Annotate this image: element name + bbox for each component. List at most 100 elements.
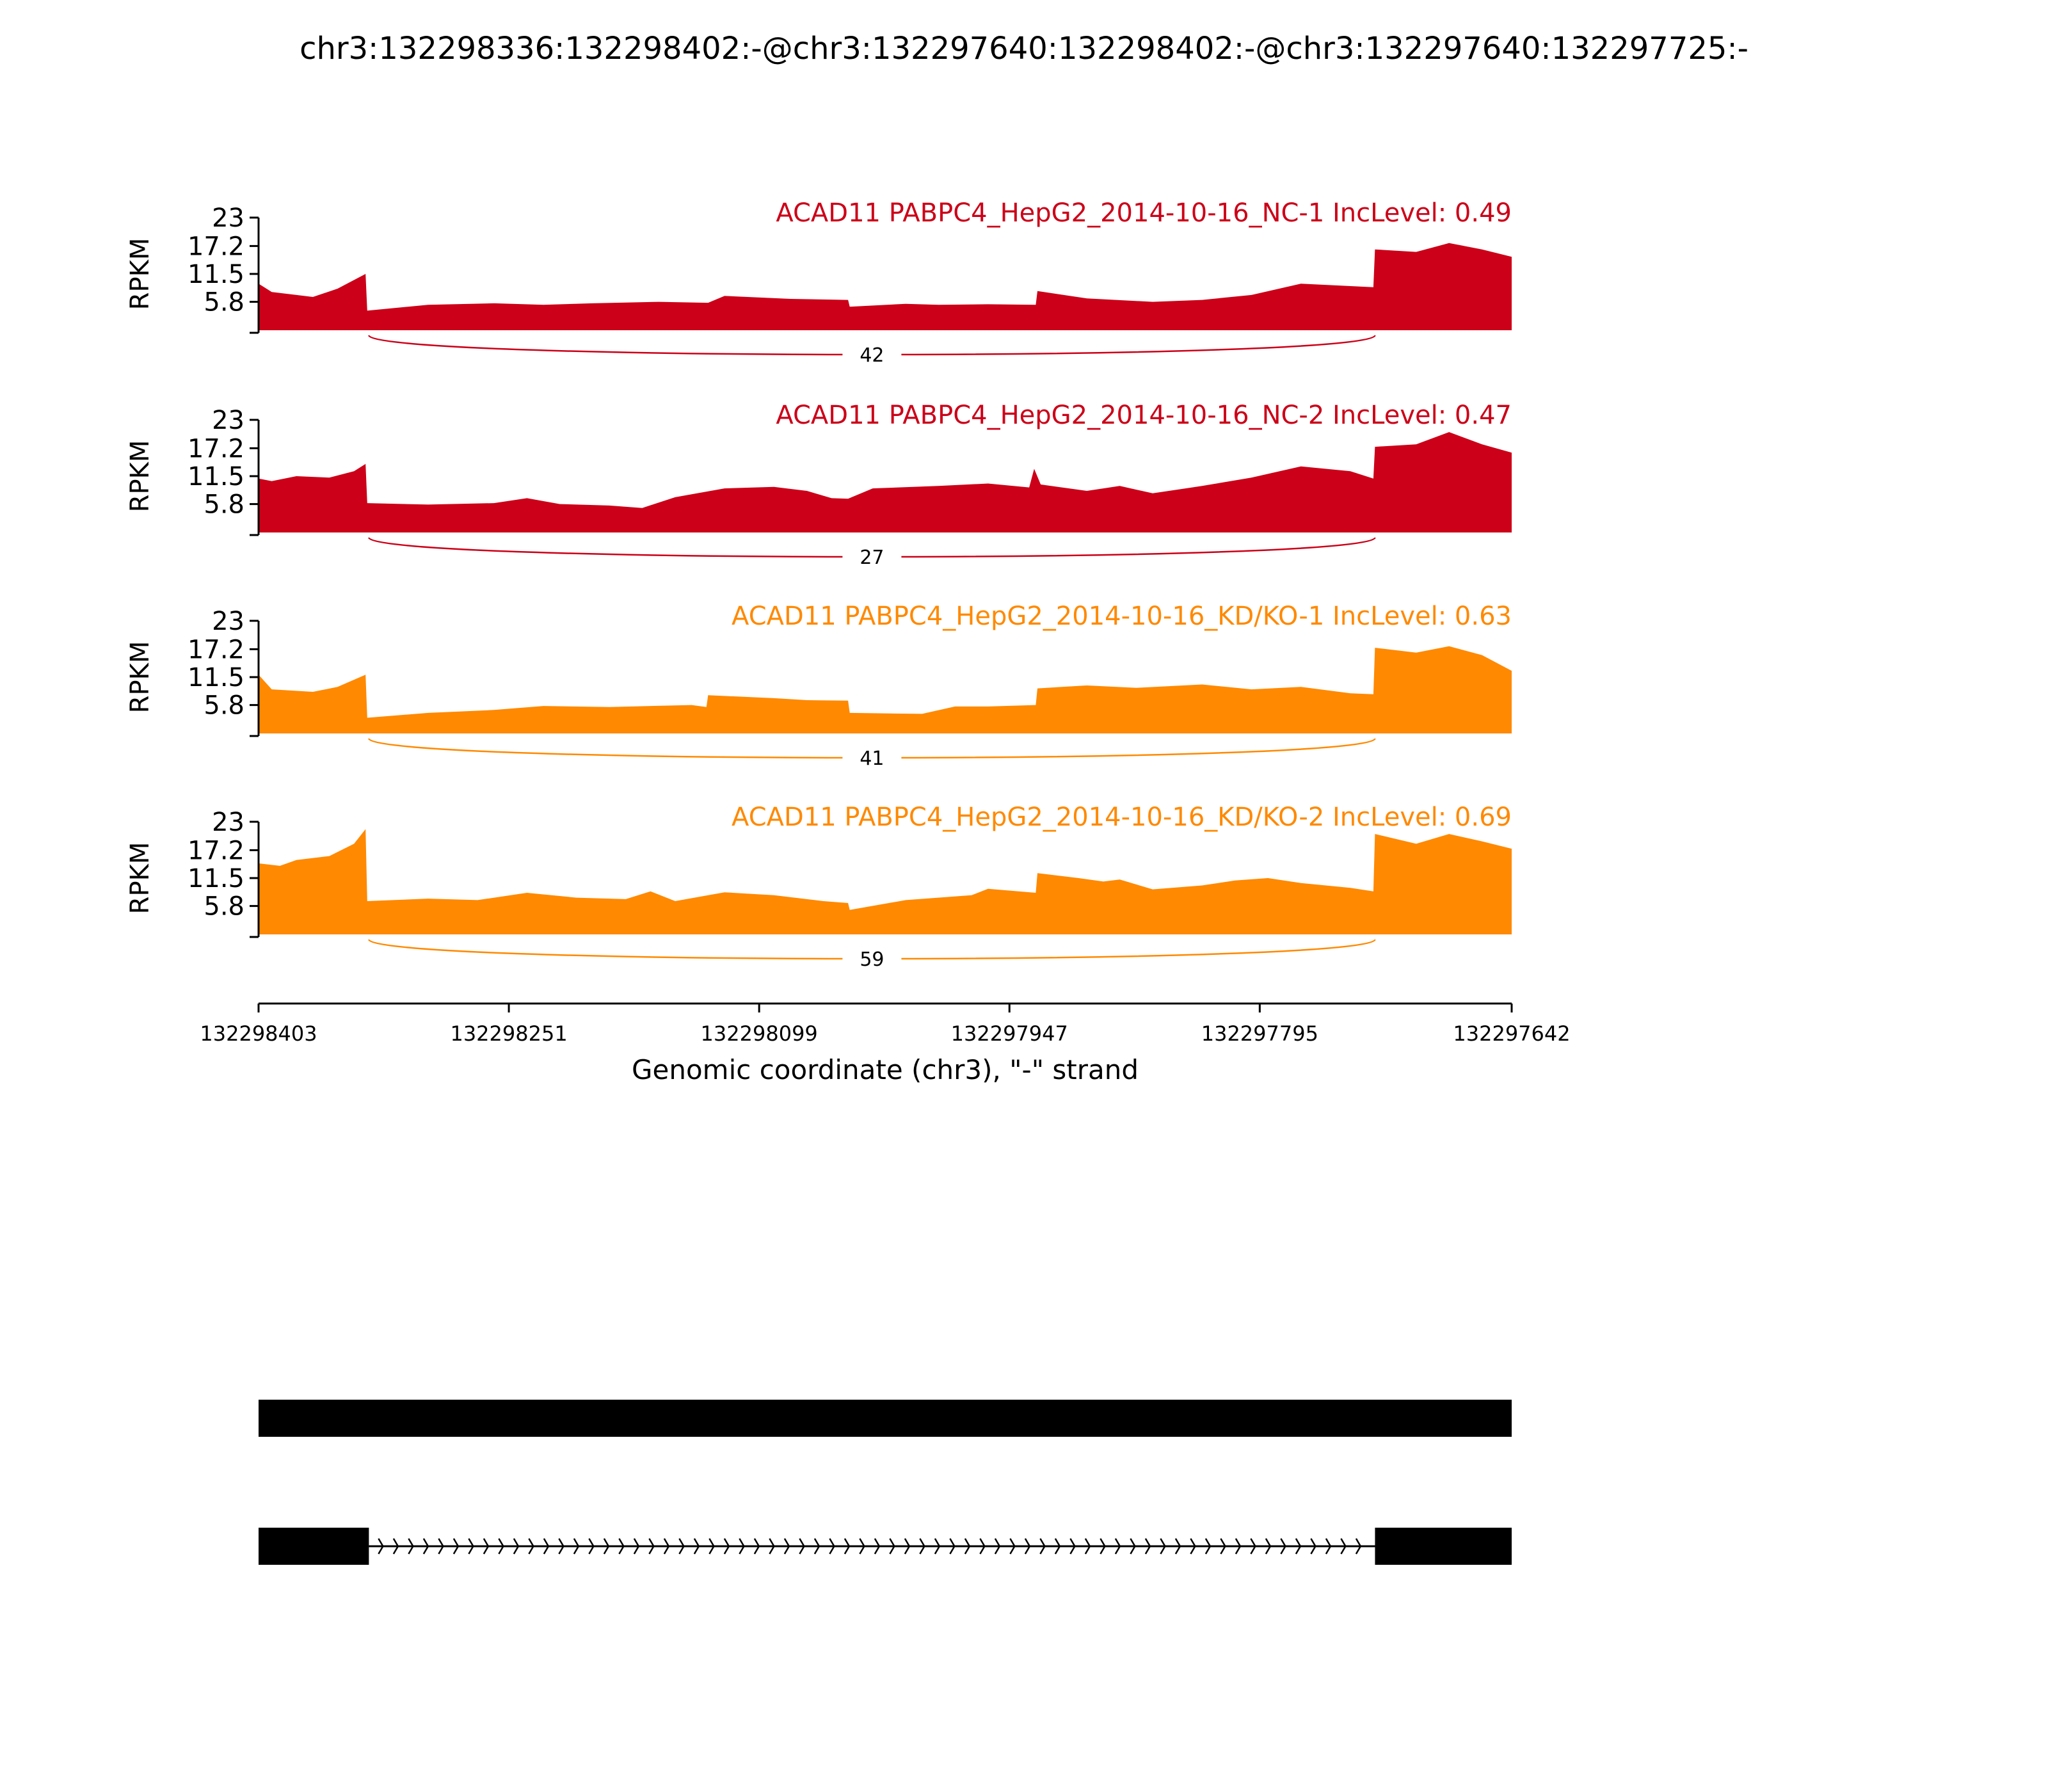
- strand-arrow: [708, 1538, 715, 1555]
- y-tick-label: 5.8: [204, 892, 244, 922]
- strand-arrow: [723, 1538, 730, 1555]
- y-axis-label: RPKM: [125, 842, 155, 915]
- strand-arrow: [603, 1538, 610, 1555]
- strand-arrow: [1160, 1538, 1166, 1555]
- junction-count: 41: [860, 748, 884, 770]
- strand-arrow: [648, 1538, 655, 1555]
- x-tick-label: 132298251: [450, 1021, 567, 1046]
- coverage-area: [259, 243, 1512, 330]
- strand-arrow: [964, 1538, 971, 1555]
- exon-block: [1375, 1528, 1512, 1565]
- strand-arrow: [739, 1538, 745, 1555]
- strand-arrow: [1024, 1538, 1031, 1555]
- strand-arrow: [1355, 1538, 1362, 1555]
- strand-arrow: [1144, 1538, 1151, 1555]
- strand-arrow: [1310, 1538, 1316, 1555]
- strand-arrow: [1265, 1538, 1272, 1555]
- y-tick-label: 17.2: [188, 232, 244, 261]
- track-label: ACAD11 PABPC4_HepG2_2014-10-16_NC-1 IncL…: [776, 198, 1512, 228]
- strand-arrow: [979, 1538, 986, 1555]
- track-label: ACAD11 PABPC4_HepG2_2014-10-16_KD/KO-1 I…: [732, 602, 1512, 631]
- strand-arrow: [1220, 1538, 1226, 1555]
- strand-arrow: [1280, 1538, 1286, 1555]
- exon-block: [259, 1528, 369, 1565]
- strand-arrow: [1054, 1538, 1061, 1555]
- strand-arrow: [949, 1538, 956, 1555]
- strand-arrow: [813, 1538, 820, 1555]
- x-axis-label: Genomic coordinate (chr3), "-" strand: [632, 1054, 1139, 1085]
- y-tick-label: 23: [212, 406, 244, 435]
- y-tick-label: 17.2: [188, 836, 244, 865]
- strand-arrow: [543, 1538, 550, 1555]
- x-tick-label: 132297642: [1453, 1021, 1570, 1046]
- strand-arrow: [483, 1538, 490, 1555]
- strand-arrow: [1114, 1538, 1121, 1555]
- strand-arrow: [452, 1538, 460, 1555]
- strand-arrow: [693, 1538, 700, 1555]
- strand-arrow: [1130, 1538, 1136, 1555]
- strand-arrow: [994, 1538, 1001, 1555]
- strand-arrow: [633, 1538, 640, 1555]
- junction-count: 27: [860, 547, 884, 569]
- strand-arrow: [1235, 1538, 1242, 1555]
- junction-label-bg: [842, 545, 902, 568]
- strand-arrow: [1204, 1538, 1212, 1555]
- strand-arrow: [799, 1538, 805, 1555]
- junction-label-bg: [842, 746, 902, 769]
- x-tick-label: 132297947: [951, 1021, 1068, 1046]
- strand-arrow: [1190, 1538, 1196, 1555]
- strand-arrow: [904, 1538, 911, 1555]
- strand-arrow: [378, 1538, 384, 1555]
- y-tick-label: 17.2: [188, 434, 244, 463]
- strand-arrow: [1009, 1538, 1016, 1555]
- y-tick-label: 11.5: [188, 260, 244, 289]
- strand-arrow: [1174, 1538, 1181, 1555]
- y-tick-label: 17.2: [188, 635, 244, 664]
- y-tick-label: 5.8: [204, 691, 244, 721]
- y-tick-label: 5.8: [204, 490, 244, 520]
- y-axis-label: RPKM: [125, 238, 155, 310]
- strand-arrow: [1069, 1538, 1076, 1555]
- strand-arrow: [1039, 1538, 1046, 1555]
- strand-arrow: [859, 1538, 865, 1555]
- strand-arrow: [753, 1538, 760, 1555]
- y-tick-label: 11.5: [188, 663, 244, 692]
- strand-arrow: [678, 1538, 685, 1555]
- y-tick-label: 11.5: [188, 864, 244, 893]
- gene-models: [259, 1400, 1512, 1565]
- gene-model-2: [259, 1528, 1512, 1565]
- track-label: ACAD11 PABPC4_HepG2_2014-10-16_KD/KO-2 I…: [732, 803, 1512, 832]
- strand-arrow: [468, 1538, 474, 1555]
- strand-arrow: [844, 1538, 851, 1555]
- strand-arrow: [663, 1538, 670, 1555]
- x-tick-label: 132297795: [1201, 1021, 1318, 1046]
- strand-arrow: [408, 1538, 414, 1555]
- strand-arrow: [1295, 1538, 1302, 1555]
- x-axis: 132298403 132298251 132298099 132297947 1322…: [200, 1002, 1571, 1085]
- y-tick-label: 11.5: [188, 462, 244, 492]
- strand-arrow: [528, 1538, 534, 1555]
- strand-arrow: [1250, 1538, 1256, 1555]
- y-tick-label: 23: [212, 607, 244, 636]
- strand-arrow: [573, 1538, 580, 1555]
- y-tick-label: 5.8: [204, 288, 244, 317]
- y-tick-label: 23: [212, 204, 244, 233]
- y-tick-label: 23: [212, 808, 244, 837]
- x-tick-label: 132298403: [200, 1021, 317, 1046]
- strand-arrow: [889, 1538, 895, 1555]
- strand-arrow: [769, 1538, 775, 1555]
- strand-arrow: [1340, 1538, 1347, 1555]
- coverage-area: [259, 646, 1512, 733]
- junction-count: 42: [860, 344, 884, 367]
- track-label: ACAD11 PABPC4_HepG2_2014-10-16_NC-2 IncL…: [776, 401, 1512, 430]
- strand-arrow: [618, 1538, 625, 1555]
- gene-model-1: [259, 1400, 1512, 1437]
- strand-arrow: [588, 1538, 595, 1555]
- coverage-area: [259, 829, 1512, 934]
- coverage-area: [259, 432, 1512, 532]
- exon-block: [259, 1400, 1512, 1437]
